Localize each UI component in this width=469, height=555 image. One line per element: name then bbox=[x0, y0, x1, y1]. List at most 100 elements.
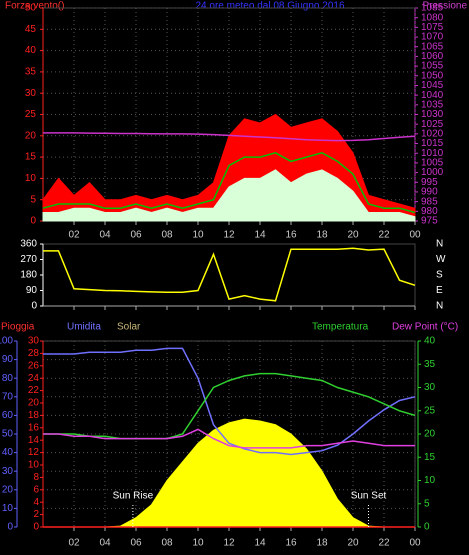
y3-tick-label: 6 bbox=[33, 484, 39, 495]
y-tick-label: 20 bbox=[2, 484, 14, 495]
y-tick-label: 30 bbox=[2, 466, 14, 477]
y-tick-label: 5 bbox=[30, 194, 36, 205]
y2-tick-label: 1050 bbox=[421, 70, 444, 81]
y-tick-label: 180 bbox=[20, 270, 37, 281]
y2-tick-label: N bbox=[436, 301, 443, 312]
humidity-label: Umidita bbox=[67, 322, 101, 333]
line-series bbox=[43, 347, 416, 456]
y2-tick-label: 985 bbox=[421, 196, 438, 207]
temperature-label: Temperatura bbox=[312, 322, 369, 333]
y-tick-label: 60 bbox=[2, 410, 14, 421]
x-tick-label: 18 bbox=[316, 538, 328, 549]
y3-tick-label: 30 bbox=[28, 336, 40, 347]
solar-label: Solar bbox=[117, 322, 141, 333]
chart-title: 24 ore meteo dal 08 Giugno 2016 bbox=[196, 1, 345, 12]
x-tick-label: 14 bbox=[254, 230, 266, 241]
annotation-label: Sun Set bbox=[351, 491, 387, 502]
y2-tick-label: 1085 bbox=[421, 3, 444, 14]
line-series bbox=[42, 151, 416, 214]
y2-tick-label: 1080 bbox=[421, 12, 444, 23]
y2-tick-label: 15 bbox=[424, 452, 436, 463]
area-series bbox=[42, 169, 416, 222]
y2-tick-label: 1040 bbox=[421, 90, 444, 101]
y2-tick-label: 1010 bbox=[421, 148, 444, 159]
x-tick-label: 00 bbox=[409, 230, 421, 241]
y2-tick-label: 975 bbox=[421, 216, 438, 227]
x-tick-label: 04 bbox=[99, 538, 111, 549]
y-tick-label: 15 bbox=[25, 152, 37, 163]
y2-tick-label: 40 bbox=[424, 336, 436, 347]
y2-tick-label: 1020 bbox=[421, 129, 444, 140]
x-tick-label: 08 bbox=[161, 538, 173, 549]
y2-tick-label: 1005 bbox=[421, 158, 444, 169]
y-tick-label: 0 bbox=[31, 301, 37, 312]
rain-label: Pioggia bbox=[1, 322, 35, 333]
pressure-label: Pressione bbox=[423, 1, 468, 12]
y2-tick-label: 980 bbox=[421, 206, 438, 217]
y3-tick-label: 22 bbox=[28, 385, 40, 396]
y-tick-label: 40 bbox=[2, 447, 14, 458]
x-tick-label: 06 bbox=[130, 538, 142, 549]
x-tick-label: 10 bbox=[192, 538, 204, 549]
y2-tick-label: 10 bbox=[424, 475, 436, 486]
y2-tick-label: 1000 bbox=[421, 167, 444, 178]
y-tick-label: 35 bbox=[25, 67, 37, 78]
x-tick-label: 06 bbox=[130, 230, 142, 241]
y-tick-label: 0 bbox=[30, 216, 36, 227]
y-tick-label: 270 bbox=[20, 254, 37, 265]
y2-tick-label: 990 bbox=[421, 187, 438, 198]
y3-tick-label: 4 bbox=[33, 497, 39, 508]
y2-tick-label: N bbox=[436, 239, 443, 250]
x-tick-label: 16 bbox=[285, 538, 297, 549]
y2-tick-label: 25 bbox=[424, 405, 436, 416]
y-tick-label: 20 bbox=[25, 130, 37, 141]
x-tick-label: 00 bbox=[409, 538, 421, 549]
x-tick-label: 10 bbox=[192, 230, 204, 241]
y-tick-label: 50 bbox=[25, 3, 37, 14]
y3-tick-label: 28 bbox=[28, 348, 40, 359]
y2-tick-label: 20 bbox=[424, 429, 436, 440]
x-tick-label: 16 bbox=[285, 230, 297, 241]
y-tick-label: 70 bbox=[2, 391, 14, 402]
line-series bbox=[43, 247, 416, 302]
y2-tick-label: E bbox=[436, 285, 443, 296]
y2-tick-label: 995 bbox=[421, 177, 438, 188]
y2-tick-label: 5 bbox=[424, 498, 430, 509]
y-tick-label: 80 bbox=[2, 373, 14, 384]
x-tick-label: 20 bbox=[347, 538, 359, 549]
y3-tick-label: 10 bbox=[28, 460, 40, 471]
y2-tick-label: 1075 bbox=[421, 22, 444, 33]
y-tick-label: 90 bbox=[2, 354, 14, 365]
y-tick-label: 360 bbox=[20, 239, 37, 250]
x-tick-label: 02 bbox=[68, 538, 80, 549]
y2-tick-label: 1035 bbox=[421, 99, 444, 110]
y2-tick-label: 30 bbox=[424, 382, 436, 393]
y2-tick-label: S bbox=[436, 270, 443, 281]
line-series bbox=[43, 428, 415, 449]
y3-tick-label: 18 bbox=[28, 410, 40, 421]
y-tick-label: 40 bbox=[25, 45, 37, 56]
x-tick-label: 22 bbox=[378, 538, 390, 549]
y2-tick-label: 0 bbox=[424, 522, 430, 533]
y-tick-label: 10 bbox=[2, 503, 14, 514]
y2-tick-label: 1045 bbox=[421, 80, 444, 91]
y2-tick-label: 1055 bbox=[421, 61, 444, 72]
wind-label: Forza vento() bbox=[5, 1, 64, 12]
x-tick-label: 20 bbox=[347, 230, 359, 241]
y2-tick-label: 1070 bbox=[421, 32, 444, 43]
y2-tick-label: 1065 bbox=[421, 41, 444, 52]
y-tick-label: 10 bbox=[25, 173, 37, 184]
y3-tick-label: 20 bbox=[28, 398, 40, 409]
y2-tick-label: W bbox=[436, 254, 446, 265]
x-tick-label: 08 bbox=[161, 230, 173, 241]
y-tick-label: 45 bbox=[25, 24, 37, 35]
line-series bbox=[43, 372, 416, 440]
y2-tick-label: 1060 bbox=[421, 51, 444, 62]
x-tick-label: 12 bbox=[223, 230, 235, 241]
line-series bbox=[43, 132, 416, 142]
y-tick-label: 100 bbox=[0, 336, 13, 347]
y3-tick-label: 16 bbox=[28, 422, 40, 433]
y2-tick-label: 35 bbox=[424, 359, 436, 370]
y3-tick-label: 12 bbox=[28, 447, 40, 458]
